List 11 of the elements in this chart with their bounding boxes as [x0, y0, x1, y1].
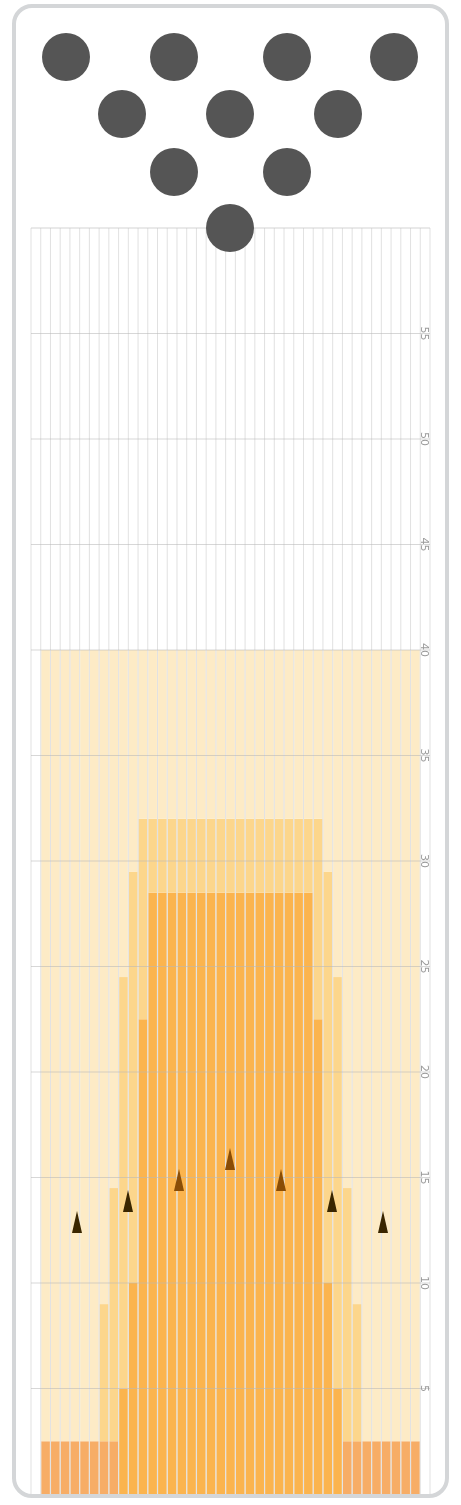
y-tick-label: 35: [417, 748, 431, 763]
y-tick-label: 25: [417, 959, 431, 974]
y-tick-label: 40: [417, 643, 431, 657]
y-tick-label: 10: [417, 1276, 431, 1290]
y-tick-label: 45: [417, 537, 431, 552]
y-tick-label: 15: [417, 1170, 431, 1185]
y-tick-label: 20: [417, 1065, 431, 1079]
y-tick-label: 30: [417, 854, 431, 868]
y-tick-label: 55: [417, 326, 431, 341]
y-tick-label: 5: [417, 1385, 431, 1392]
y-tick-label: 50: [417, 432, 431, 446]
